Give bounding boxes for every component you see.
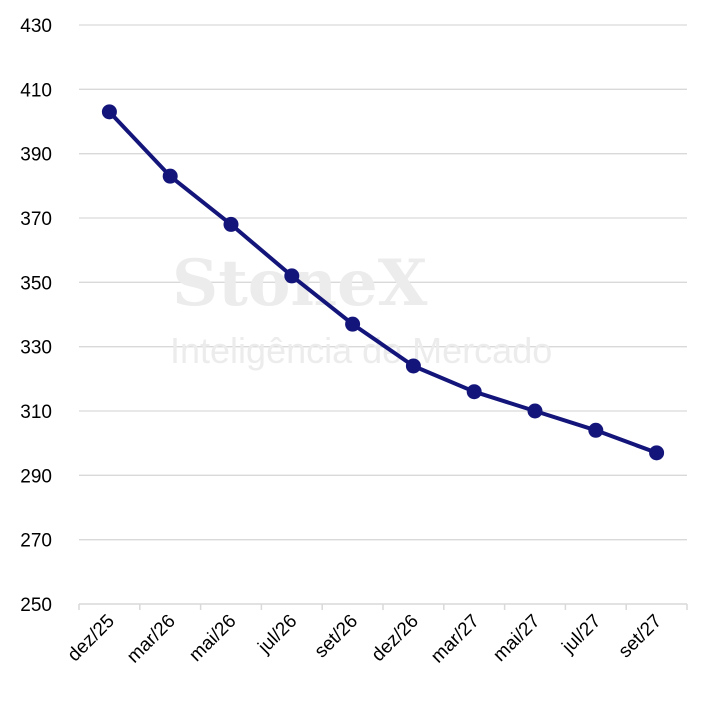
x-tick-label: set/26 (311, 611, 362, 662)
series-line (107, 109, 659, 455)
data-point (527, 403, 543, 419)
x-tick-label: mar/26 (123, 611, 180, 668)
x-tick-label: dez/25 (64, 611, 119, 666)
data-point (649, 445, 665, 461)
y-tick-label: 310 (20, 402, 52, 423)
data-point (284, 268, 300, 284)
watermark-subtitle: Inteligência de Mercado (170, 330, 552, 371)
x-tick-label: mar/27 (427, 611, 484, 668)
y-tick-label: 370 (20, 209, 52, 230)
x-tick-label: set/27 (615, 611, 666, 662)
data-point (345, 316, 361, 332)
y-tick-label: 270 (20, 531, 52, 552)
data-point (405, 358, 421, 374)
y-axis-tick-labels: 250 270 290 310 330 350 370 390 410 430 (20, 16, 52, 616)
data-point (588, 422, 604, 438)
x-tick-label: dez/26 (368, 611, 423, 666)
x-tick-label: mai/27 (489, 611, 544, 666)
y-tick-label: 290 (20, 466, 52, 487)
data-point (466, 384, 482, 400)
data-point (162, 168, 178, 184)
y-tick-label: 430 (20, 16, 52, 37)
x-tick-label: jul/26 (254, 611, 302, 659)
y-tick-label: 350 (20, 273, 52, 294)
y-tick-label: 390 (20, 145, 52, 166)
gridlines (79, 24, 687, 541)
watermark: StoneX Inteligência de Mercado (170, 246, 552, 371)
x-axis (78, 603, 688, 610)
y-tick-label: 410 (20, 80, 52, 101)
x-axis-tick-labels: dez/25 mar/26 mai/26 jul/26 set/26 dez/26 mar/… (64, 611, 666, 668)
series-layer (101, 104, 665, 461)
y-tick-label: 330 (20, 338, 52, 359)
x-tick-label: jul/27 (558, 611, 606, 659)
data-point (223, 216, 239, 232)
data-point (101, 104, 117, 120)
y-tick-label: 250 (20, 595, 52, 616)
x-tick-label: mai/26 (185, 611, 240, 666)
